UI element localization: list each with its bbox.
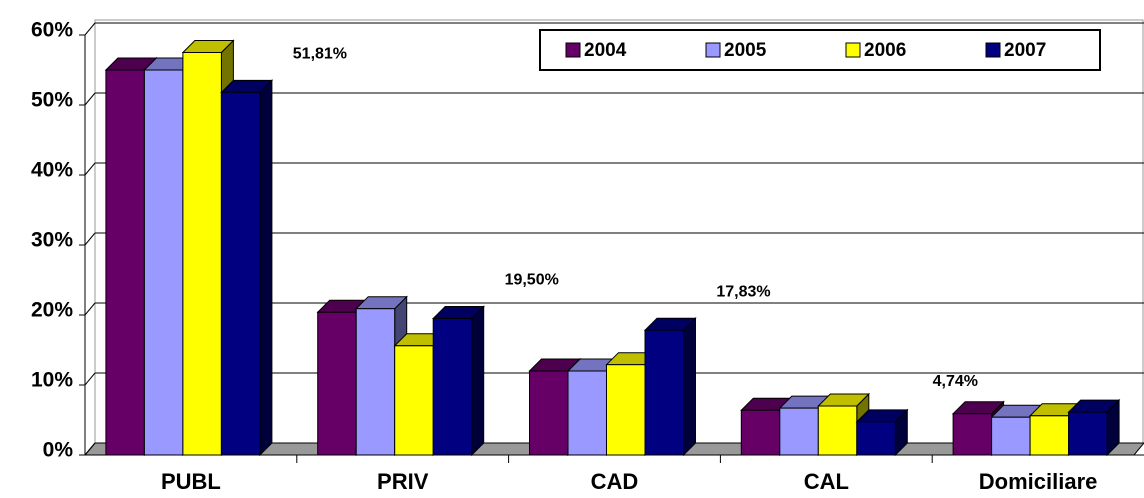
legend-label: 2005 xyxy=(724,40,767,61)
y-tick-label: 10% xyxy=(31,369,73,392)
x-tick-label: Domiciliare xyxy=(979,469,1098,494)
legend xyxy=(539,29,1101,71)
bar-side xyxy=(471,305,485,457)
grid-line-side xyxy=(84,372,96,386)
value-label: 17,83% xyxy=(716,283,770,300)
bar xyxy=(952,413,993,456)
bar xyxy=(105,69,145,456)
grid-line-side xyxy=(84,442,96,456)
y-tick-label: 60% xyxy=(31,19,73,42)
bar xyxy=(817,405,858,456)
grid-line-side xyxy=(84,232,96,246)
bar xyxy=(856,421,896,456)
bar xyxy=(355,308,396,456)
y-tick-label: 30% xyxy=(31,229,73,252)
bar xyxy=(394,345,434,456)
bar xyxy=(779,407,819,456)
bar xyxy=(143,69,184,456)
bar xyxy=(529,370,569,456)
value-label: 4,74% xyxy=(933,373,978,390)
bar xyxy=(644,329,684,456)
value-label: 19,50% xyxy=(505,272,559,289)
grid-line-side xyxy=(84,92,96,106)
y-tick-label: 40% xyxy=(31,159,73,182)
legend-swatch xyxy=(985,42,1001,58)
bar xyxy=(740,409,781,456)
bar xyxy=(220,91,261,456)
bar xyxy=(991,416,1031,456)
y-tick-label: 20% xyxy=(31,299,73,322)
grid-line-side xyxy=(84,162,96,176)
bar xyxy=(567,370,607,456)
legend-label: 2004 xyxy=(584,40,627,61)
bar xyxy=(606,364,646,456)
y-tick-label: 50% xyxy=(31,89,73,112)
x-tick-label: CAD xyxy=(591,469,639,494)
bar xyxy=(1068,411,1108,456)
bar-side xyxy=(259,79,273,457)
x-tick-label: PUBL xyxy=(161,469,221,494)
legend-label: 2007 xyxy=(1004,40,1046,61)
y-tick-label: 0% xyxy=(43,439,74,462)
x-tick-label: CAL xyxy=(804,469,849,494)
bar xyxy=(182,52,222,456)
bar xyxy=(1029,415,1070,456)
bar xyxy=(432,318,473,456)
legend-swatch xyxy=(705,42,721,58)
x-tick-label: PRIV xyxy=(377,469,429,494)
legend-swatch xyxy=(565,42,581,58)
legend-label: 2006 xyxy=(864,40,906,61)
bar-side xyxy=(683,316,696,457)
bar xyxy=(317,311,357,456)
grid-line-side xyxy=(84,302,96,316)
grid-line-side xyxy=(84,22,96,36)
legend-swatch xyxy=(845,42,861,58)
value-label: 51,81% xyxy=(293,46,347,63)
